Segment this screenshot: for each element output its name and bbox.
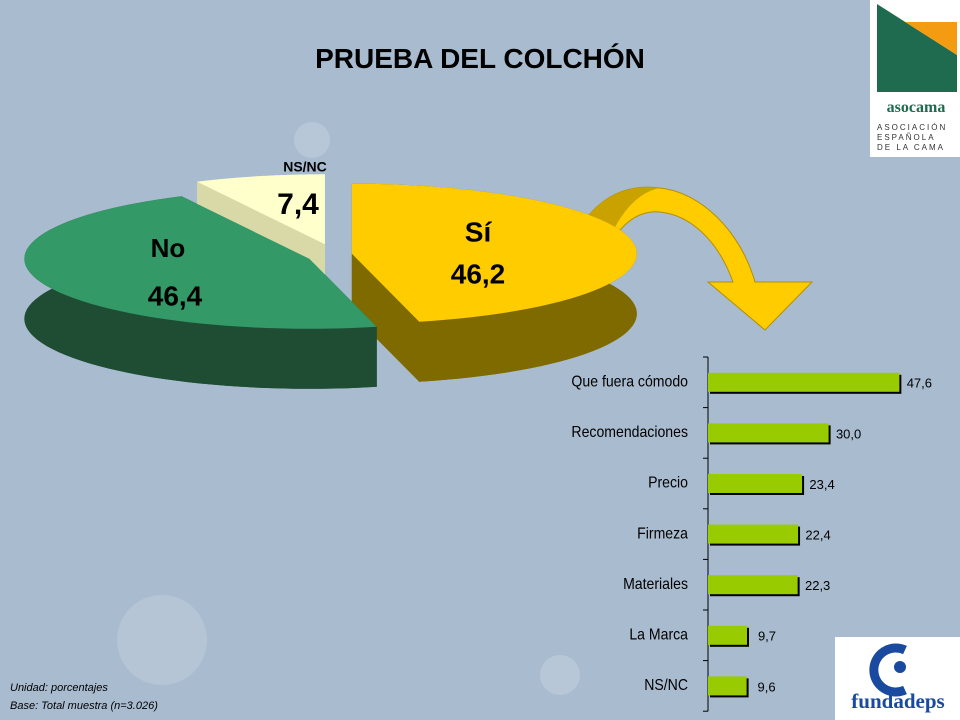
- logo-text: asocama: [887, 99, 946, 116]
- decor-circle: [117, 595, 207, 685]
- bar-value-label: 22,3: [805, 578, 830, 593]
- bar-value-label: 30,0: [836, 426, 861, 441]
- pie-slice: [24, 196, 377, 329]
- bar-category-label: NS/NC: [644, 676, 688, 694]
- bar-value-label: 23,4: [809, 477, 834, 492]
- bar: [708, 423, 829, 443]
- bar-category-label: Recomendaciones: [571, 423, 688, 441]
- pie-category-label: Sí: [465, 216, 493, 247]
- note: Unidad: porcentajes: [10, 682, 108, 694]
- pie-slice: [197, 174, 325, 245]
- logo-text: fundadeps: [851, 689, 944, 713]
- logo-text: ASOCIACIÓN: [877, 123, 947, 132]
- bar-category-label: La Marca: [629, 626, 688, 644]
- pie-category-label: No: [151, 233, 186, 263]
- pie-value-label: 46,4: [148, 280, 203, 311]
- pie-value-label: 7,4: [277, 188, 319, 221]
- logo-shape: [905, 22, 957, 55]
- pie-category-label: NS/NC: [283, 159, 327, 175]
- bar-category-label: Materiales: [623, 575, 688, 593]
- decor-circle: [294, 122, 330, 158]
- fundadeps-logo: fundadeps: [835, 637, 960, 720]
- bar-value-label: 9,7: [758, 629, 776, 644]
- logo-text: DE LA CAMA: [877, 143, 945, 152]
- bar-value-label: 9,6: [758, 679, 776, 694]
- decor-circle: [540, 655, 580, 695]
- bar: [708, 524, 799, 544]
- bar-chart: Que fuera cómodo 47,6 Recomendaciones 30,0 P…: [571, 356, 932, 712]
- bar-category-label: Que fuera cómodo: [571, 373, 688, 391]
- bar: [708, 474, 803, 493]
- bar: [708, 575, 798, 595]
- bar: [708, 372, 900, 392]
- bar: [708, 625, 747, 645]
- logo-shape: [869, 643, 907, 697]
- note: Base: Total muestra (n=3.026): [10, 700, 158, 712]
- bar-value-label: 47,6: [907, 376, 932, 391]
- pie-side: [351, 253, 420, 382]
- bar-category-label: Precio: [648, 474, 688, 492]
- logo-shape: [894, 661, 906, 673]
- asocama-logo: asocama ASOCIACIÓN ESPAÑOLA DE LA CAMA: [870, 0, 960, 157]
- pie-slice: [351, 183, 637, 322]
- bar: [708, 676, 747, 696]
- pie-chart: No 46,4 Sí 46,2 NS/NC 7,4: [24, 159, 637, 389]
- bar-value-label: 22,4: [805, 528, 830, 543]
- logo-text: ESPAÑOLA: [877, 133, 936, 142]
- bar-category-label: Firmeza: [637, 525, 688, 543]
- pie-value-label: 46,2: [451, 258, 506, 289]
- slide-title: PRUEBA DEL COLCHÓN: [315, 43, 645, 74]
